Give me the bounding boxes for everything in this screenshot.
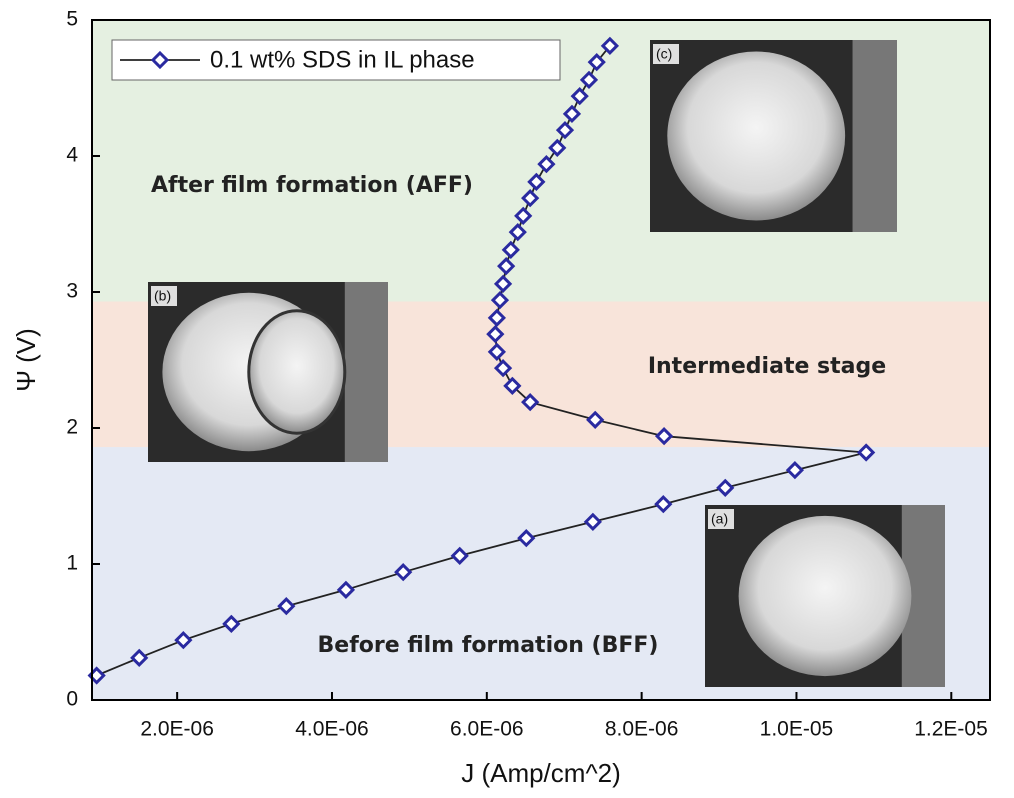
y-tick-label: 2 [66, 416, 78, 439]
inset-image: (c) [650, 40, 897, 232]
x-tick-label: 6.0E-06 [450, 718, 524, 741]
chart: J (Amp/cm^2) Ψ (V) Before film formation… [0, 0, 1014, 798]
x-tick-label: 1.0E-05 [760, 718, 834, 741]
inset-label: (c) [656, 46, 672, 62]
stage-label: After film formation (AFF) [151, 173, 473, 198]
legend-label: 0.1 wt% SDS in IL phase [210, 46, 475, 73]
inset-image: (b) [148, 282, 388, 462]
x-axis-title: J (Amp/cm^2) [461, 758, 621, 788]
x-tick-label: 8.0E-06 [605, 718, 679, 741]
y-tick-label: 4 [66, 144, 78, 167]
inset-right-strip [345, 282, 388, 462]
y-tick-label: 1 [66, 552, 78, 575]
droplet [667, 52, 845, 221]
y-axis-title: Ψ (V) [11, 328, 41, 392]
inset-label: (a) [711, 511, 728, 527]
x-tick-label: 1.2E-05 [914, 718, 988, 741]
inset-image: (a) [705, 505, 945, 687]
inner-droplet [249, 311, 345, 433]
inset-right-strip [853, 40, 897, 232]
x-tick-label: 4.0E-06 [295, 718, 369, 741]
y-tick-label: 3 [66, 280, 78, 303]
y-tick-label: 0 [66, 688, 78, 711]
x-tick-label: 2.0E-06 [140, 718, 214, 741]
y-tick-label: 5 [66, 8, 78, 31]
droplet [739, 516, 912, 676]
stage-label: Intermediate stage [648, 354, 886, 379]
inset-label: (b) [154, 288, 171, 304]
stage-label: Before film formation (BFF) [318, 633, 659, 658]
